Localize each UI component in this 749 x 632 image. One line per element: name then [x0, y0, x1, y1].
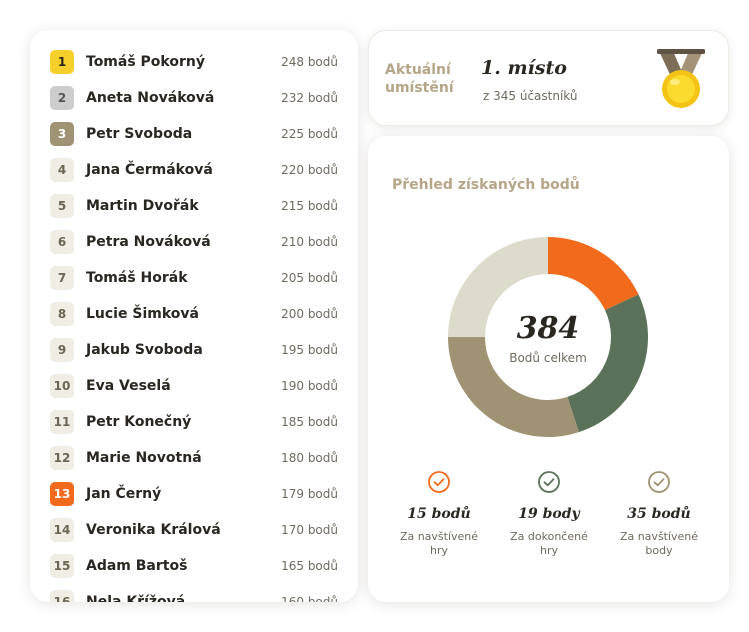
leaderboard-row[interactable]: 9 Jakub Svoboda 195 bodů [30, 332, 358, 368]
rank-badge: 9 [50, 338, 74, 362]
donut-segment [567, 294, 648, 433]
participant-points: 232 bodů [281, 91, 338, 105]
participant-name: Veronika Králová [86, 522, 221, 538]
participant-name: Jan Černý [86, 486, 162, 502]
participant-name: Eva Veselá [86, 378, 171, 394]
rank-badge: 3 [50, 122, 74, 146]
rank-badge: 7 [50, 266, 74, 290]
leaderboard-row[interactable]: 1 Tomáš Pokorný 248 bodů [30, 44, 358, 80]
gold-medal-icon [657, 49, 705, 108]
legend-item: 35 bodů Za navštívené body [604, 470, 714, 558]
donut-segment [448, 337, 579, 437]
participant-points: 200 bodů [281, 307, 338, 321]
leaderboard-row[interactable]: 16 Nela Křížová 160 bodů [30, 584, 358, 602]
legend-description: Za navštívené hry [399, 530, 479, 557]
legend-description: Za navštívené body [619, 530, 699, 557]
legend-item: 15 bodů Za navštívené hry [384, 470, 494, 558]
points-overview-card: Přehled získaných bodů 384 Bodů celkem 1… [368, 136, 729, 602]
participant-points: 220 bodů [281, 163, 338, 177]
leaderboard-row[interactable]: 15 Adam Bartoš 165 bodů [30, 548, 358, 584]
rank-badge: 14 [50, 518, 74, 542]
rank-badge: 15 [50, 554, 74, 578]
placement-label: Aktuální umístění [385, 62, 454, 96]
leaderboard-row[interactable]: 5 Martin Dvořák 215 bodů [30, 188, 358, 224]
rank-badge: 12 [50, 446, 74, 470]
participant-points: 205 bodů [281, 271, 338, 285]
total-points-label: Bodů celkem [509, 351, 587, 365]
participant-points: 195 bodů [281, 343, 338, 357]
leaderboard-row[interactable]: 8 Lucie Šimková 200 bodů [30, 296, 358, 332]
leaderboard-row[interactable]: 4 Jana Čermáková 220 bodů [30, 152, 358, 188]
leaderboard-row[interactable]: 13 Jan Černý 179 bodů [30, 476, 358, 512]
leaderboard-row[interactable]: 14 Veronika Králová 170 bodů [30, 512, 358, 548]
participant-points: 225 bodů [281, 127, 338, 141]
leaderboard-row[interactable]: 11 Petr Konečný 185 bodů [30, 404, 358, 440]
donut-segment [448, 237, 548, 337]
leaderboard-row[interactable]: 2 Aneta Nováková 232 bodů [30, 80, 358, 116]
rank-badge: 2 [50, 86, 74, 110]
participant-name: Jana Čermáková [86, 162, 213, 178]
participant-points: 185 bodů [281, 415, 338, 429]
participant-points: 160 bodů [281, 595, 338, 602]
leaderboard-list: 1 Tomáš Pokorný 248 bodů 2 Aneta Nováková 232… [30, 44, 358, 602]
participant-name: Nela Křížová [86, 594, 186, 602]
participant-points: 210 bodů [281, 235, 338, 249]
rank-badge: 10 [50, 374, 74, 398]
rank-badge: 1 [50, 50, 74, 74]
participant-points: 248 bodů [281, 55, 338, 69]
legend-amount: 19 body [518, 506, 580, 522]
legend-amount: 35 bodů [627, 506, 691, 522]
participant-points: 180 bodů [281, 451, 338, 465]
participant-name: Martin Dvořák [86, 198, 199, 214]
legend-item: 19 body Za dokončené hry [494, 470, 604, 558]
check-circle-icon [428, 471, 450, 493]
rank-badge: 11 [50, 410, 74, 434]
rank-badge: 4 [50, 158, 74, 182]
points-donut-chart [448, 237, 648, 437]
participant-points: 165 bodů [281, 559, 338, 573]
participant-points: 215 bodů [281, 199, 338, 213]
participant-name: Marie Novotná [86, 450, 202, 466]
check-circle-icon [648, 471, 670, 493]
legend-description: Za dokončené hry [510, 530, 588, 557]
participant-points: 170 bodů [281, 523, 338, 537]
leaderboard-row[interactable]: 12 Marie Novotná 180 bodů [30, 440, 358, 476]
leaderboard-row[interactable]: 3 Petr Svoboda 225 bodů [30, 116, 358, 152]
rank-badge: 6 [50, 230, 74, 254]
participant-points: 179 bodů [281, 487, 338, 501]
overview-title: Přehled získaných bodů [392, 177, 580, 193]
leaderboard-row[interactable]: 6 Petra Nováková 210 bodů [30, 224, 358, 260]
legend-amount: 15 bodů [407, 506, 471, 522]
check-circle-icon [538, 471, 560, 493]
participant-name: Tomáš Horák [86, 270, 188, 286]
participant-name: Petr Svoboda [86, 126, 193, 142]
rank-badge: 16 [50, 590, 74, 602]
rank-badge: 5 [50, 194, 74, 218]
donut-segment [548, 237, 639, 311]
participant-name: Adam Bartoš [86, 558, 188, 574]
participant-name: Lucie Šimková [86, 306, 199, 322]
participant-name: Jakub Svoboda [86, 342, 203, 358]
rank-badge: 8 [50, 302, 74, 326]
participant-points: 190 bodů [281, 379, 338, 393]
rank-badge: 13 [50, 482, 74, 506]
participant-name: Tomáš Pokorný [86, 54, 205, 70]
leaderboard-panel: 1 Tomáš Pokorný 248 bodů 2 Aneta Nováková 232… [30, 30, 358, 602]
leaderboard-row[interactable]: 7 Tomáš Horák 205 bodů [30, 260, 358, 296]
participants-count: z 345 účastníků [483, 89, 578, 103]
leaderboard-row[interactable]: 10 Eva Veselá 190 bodů [30, 368, 358, 404]
total-points: 384 [516, 311, 580, 346]
participant-name: Petra Nováková [86, 234, 211, 250]
placement-card: Aktuální umístění 1. místo z 345 účastní… [368, 30, 729, 126]
placement-rank: 1. místo [481, 57, 567, 79]
participant-name: Petr Konečný [86, 414, 192, 430]
participant-name: Aneta Nováková [86, 90, 215, 106]
